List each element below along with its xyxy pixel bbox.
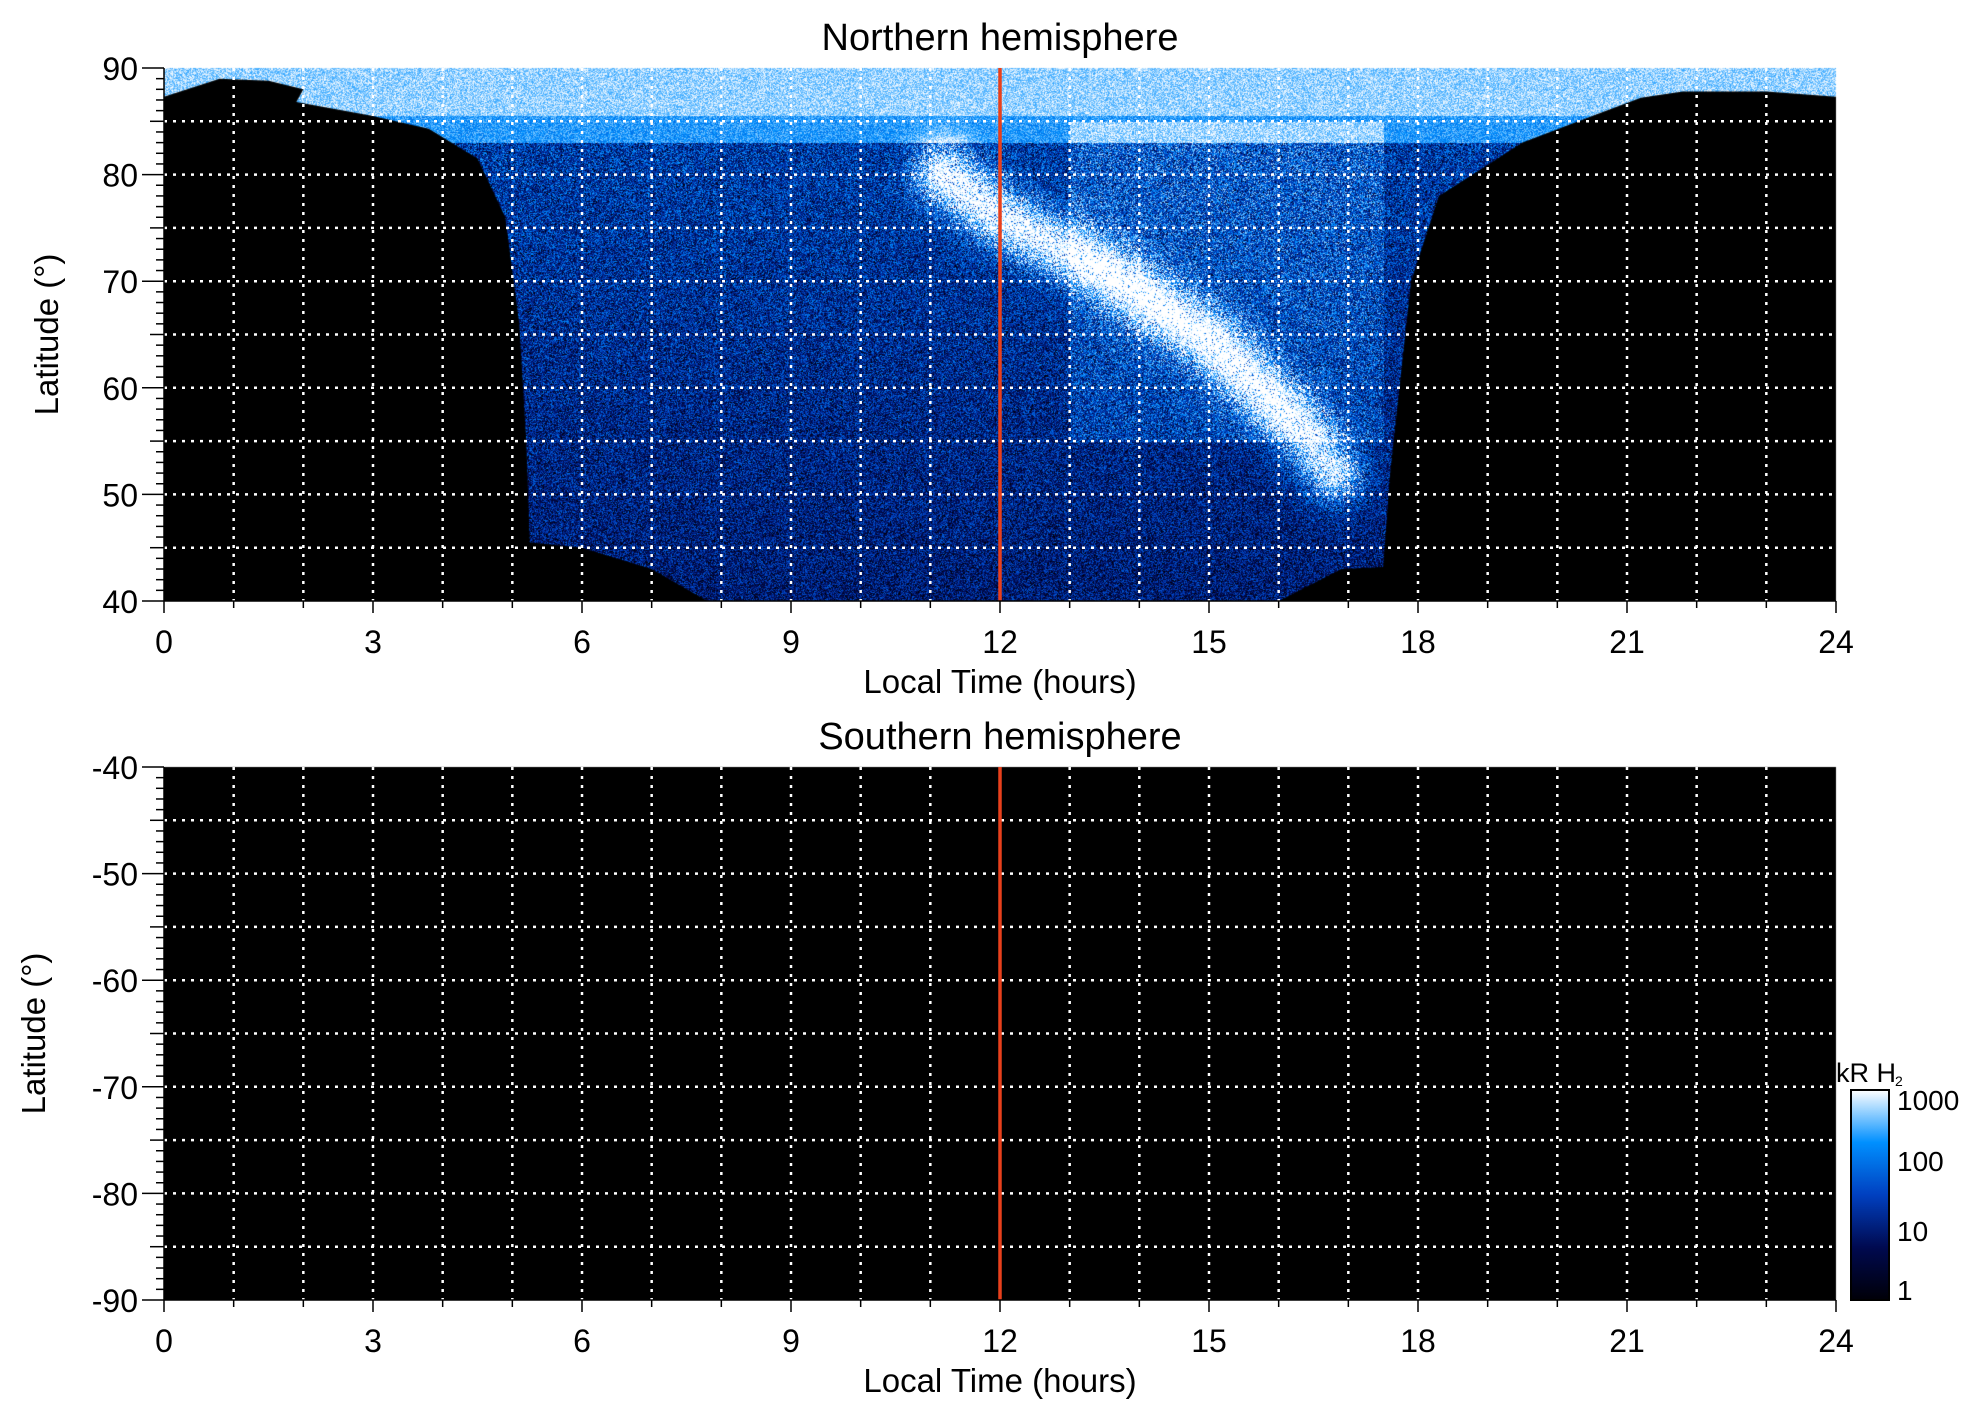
colorbar-label-subscript: 2 bbox=[1895, 1073, 1903, 1089]
y-tick-label: 50 bbox=[102, 477, 138, 513]
x-tick-label: 21 bbox=[1609, 624, 1645, 660]
x-tick-label: 6 bbox=[573, 1323, 591, 1359]
x-tick-label: 9 bbox=[782, 1323, 800, 1359]
y-axis-label: Latitude (°) bbox=[15, 953, 52, 1115]
y-tick-label: 80 bbox=[102, 158, 138, 194]
x-tick-label: 18 bbox=[1400, 624, 1436, 660]
y-tick-label: -60 bbox=[92, 963, 138, 999]
colorbar-tick-label: 1 bbox=[1897, 1275, 1913, 1306]
y-tick-label: -80 bbox=[92, 1176, 138, 1212]
y-axis-label: Latitude (°) bbox=[28, 254, 65, 416]
x-tick-label: 0 bbox=[155, 624, 173, 660]
x-tick-label: 3 bbox=[364, 1323, 382, 1359]
y-tick-label: 90 bbox=[102, 51, 138, 87]
colorbar-tick-label: 1000 bbox=[1897, 1085, 1959, 1116]
x-tick-label: 15 bbox=[1191, 1323, 1227, 1359]
y-tick-label: -50 bbox=[92, 857, 138, 893]
y-tick-label: -90 bbox=[92, 1283, 138, 1319]
x-tick-label: 15 bbox=[1191, 624, 1227, 660]
x-tick-label: 12 bbox=[982, 624, 1018, 660]
x-tick-label: 6 bbox=[573, 624, 591, 660]
x-tick-label: 12 bbox=[982, 1323, 1018, 1359]
colorbar-tick-label: 10 bbox=[1897, 1216, 1928, 1247]
x-tick-label: 0 bbox=[155, 1323, 173, 1359]
x-axis-label: Local Time (hours) bbox=[863, 1362, 1136, 1399]
x-tick-label: 9 bbox=[782, 624, 800, 660]
chart-title: Northern hemisphere bbox=[822, 17, 1179, 59]
chart-title: Southern hemisphere bbox=[818, 716, 1181, 758]
y-tick-label: -40 bbox=[92, 750, 138, 786]
y-tick-label: 60 bbox=[102, 371, 138, 407]
y-tick-label: -70 bbox=[92, 1070, 138, 1106]
x-tick-label: 3 bbox=[364, 624, 382, 660]
colorbar-label: kR H bbox=[1836, 1058, 1896, 1088]
x-tick-label: 21 bbox=[1609, 1323, 1645, 1359]
y-tick-label: 70 bbox=[102, 264, 138, 300]
y-tick-label: 40 bbox=[102, 584, 138, 620]
x-tick-label: 18 bbox=[1400, 1323, 1436, 1359]
colorbar bbox=[1851, 1090, 1889, 1300]
x-tick-label: 24 bbox=[1818, 624, 1854, 660]
colorbar-tick-label: 100 bbox=[1897, 1146, 1944, 1177]
x-tick-label: 24 bbox=[1818, 1323, 1854, 1359]
x-axis-label: Local Time (hours) bbox=[863, 663, 1136, 700]
